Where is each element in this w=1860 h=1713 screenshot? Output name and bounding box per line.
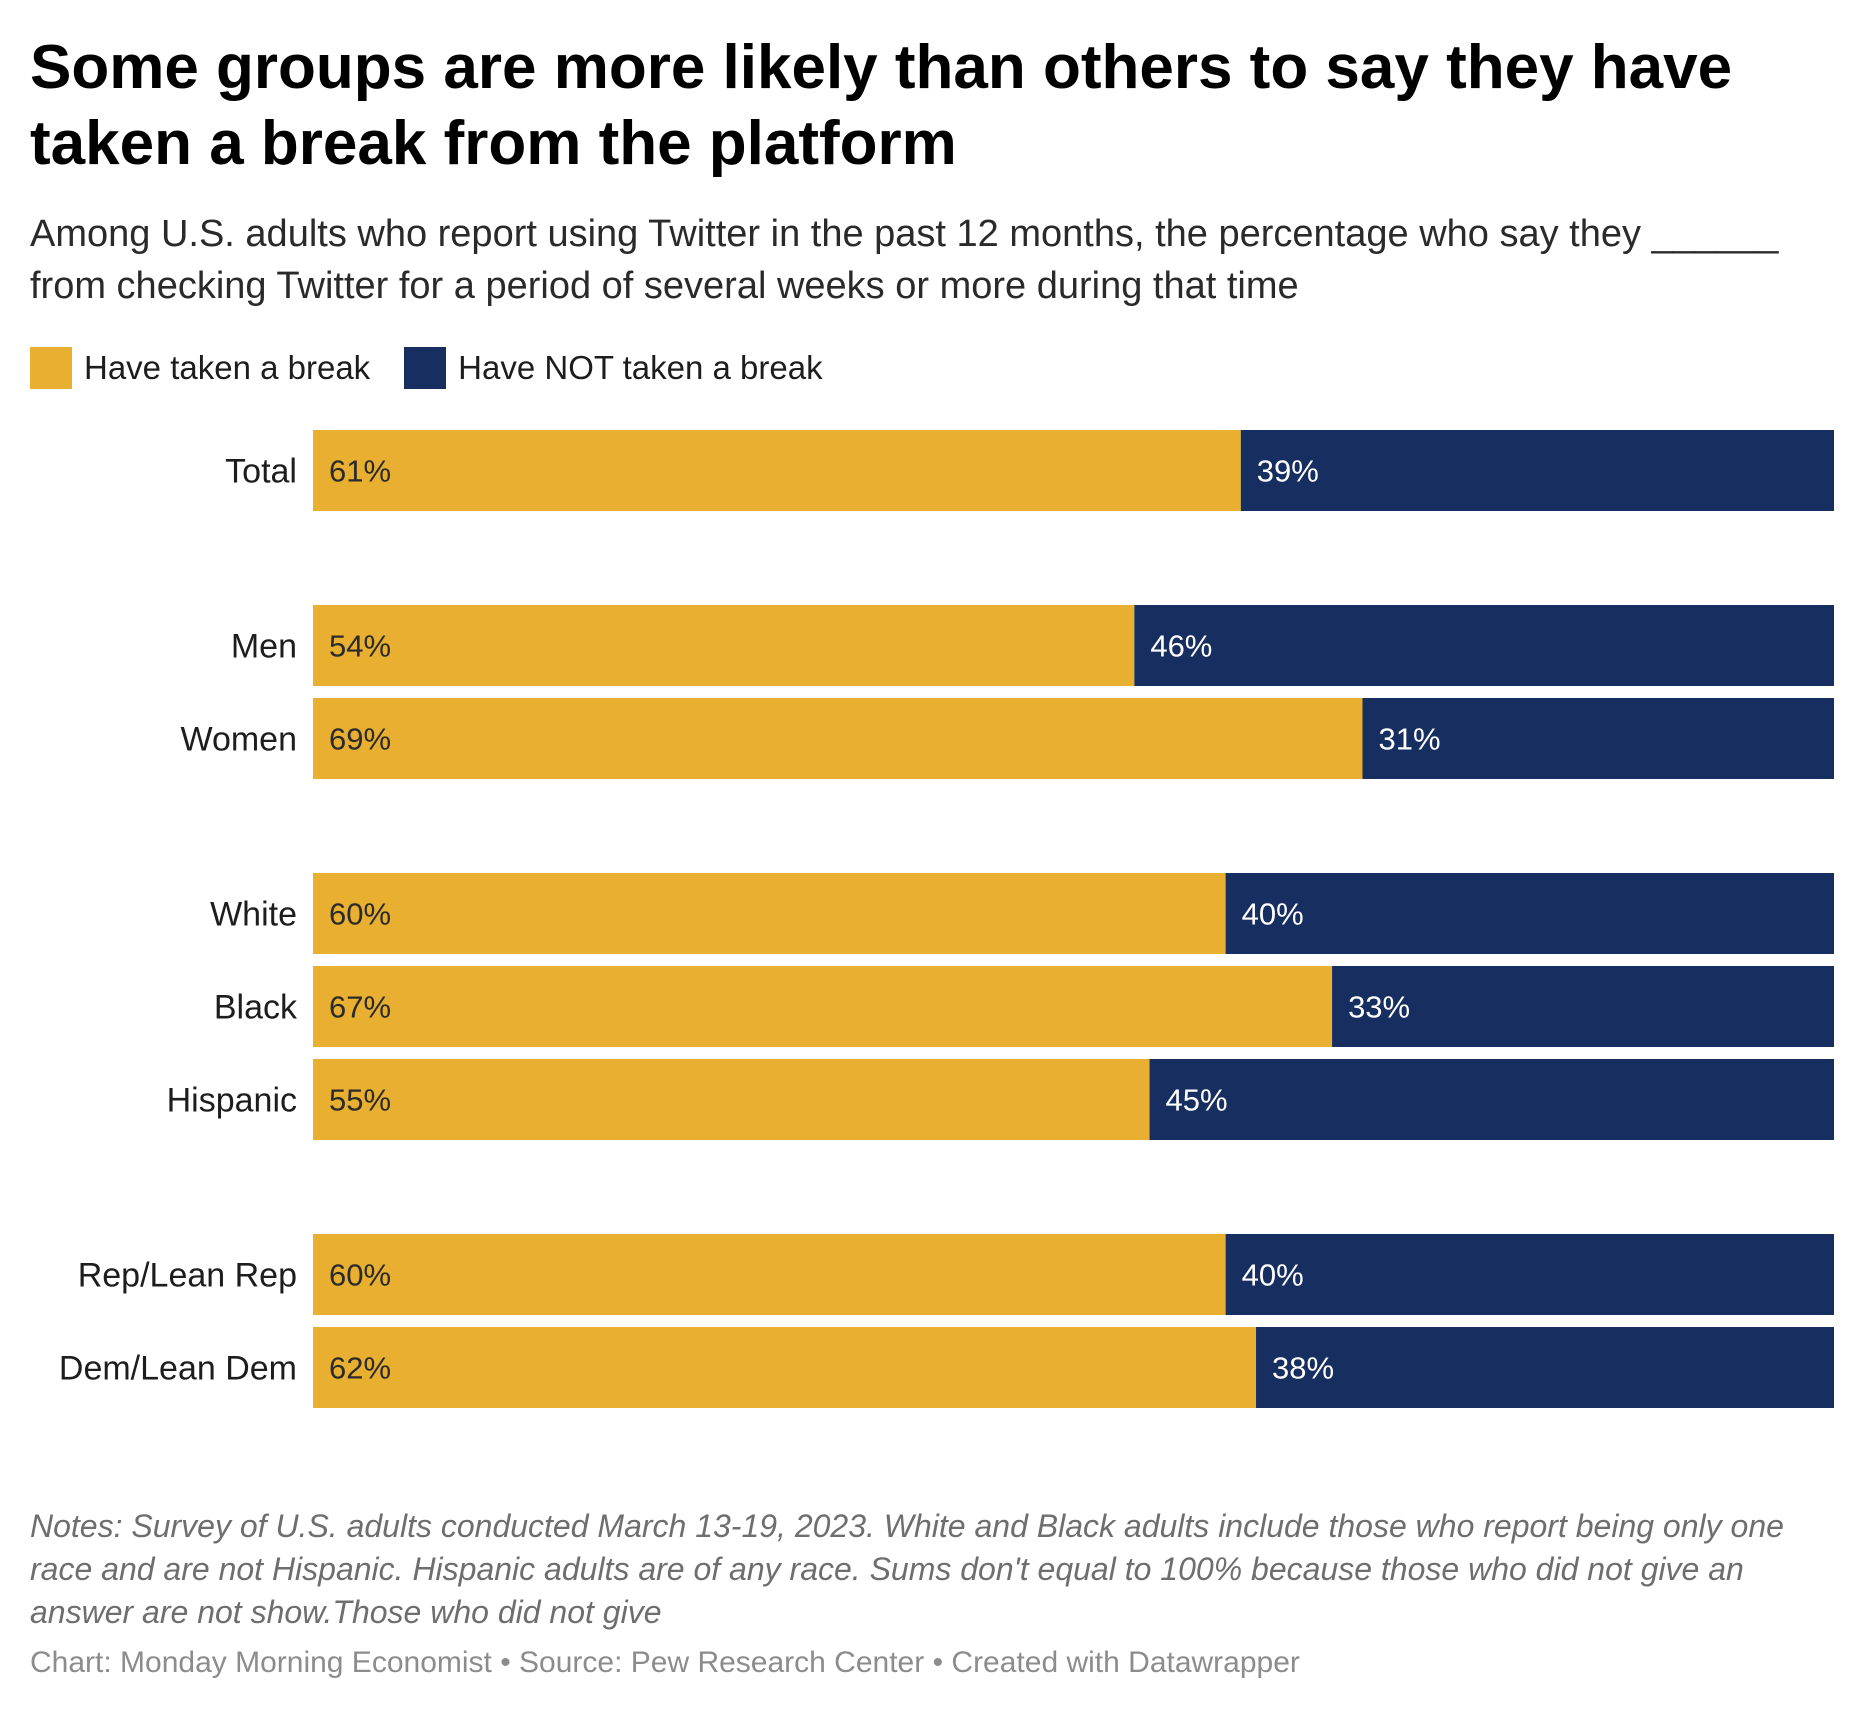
bar-dem-lean-dem-have-not-taken-a-break: [1256, 1327, 1834, 1408]
value-label-hispanic-have-taken-a-break: 55%: [329, 1083, 391, 1118]
chart-notes: Notes: Survey of U.S. adults conducted M…: [30, 1508, 1784, 1630]
chart-title: Some groups are more likely than others …: [30, 33, 1733, 178]
bar-black-have-not-taken-a-break: [1332, 966, 1834, 1047]
category-label-rep-lean-rep: Rep/Lean Rep: [78, 1257, 297, 1295]
value-label-rep-lean-rep-have-taken-a-break: 60%: [329, 1258, 391, 1293]
legend-label-not-taken-break: Have NOT taken a break: [458, 349, 823, 386]
value-label-white-have-not-taken-a-break: 40%: [1242, 897, 1304, 932]
value-label-men-have-taken-a-break: 54%: [329, 629, 391, 664]
value-label-dem-lean-dem-have-not-taken-a-break: 38%: [1272, 1351, 1334, 1386]
category-label-total: Total: [225, 453, 297, 491]
category-label-dem-lean-dem: Dem/Lean Dem: [59, 1350, 297, 1388]
chart-credits: Chart: Monday Morning Economist • Source…: [30, 1646, 1300, 1679]
value-label-hispanic-have-not-taken-a-break: 45%: [1166, 1083, 1228, 1118]
bar-dem-lean-dem-have-taken-a-break: [313, 1327, 1257, 1408]
legend: Have taken a break Have NOT taken a brea…: [30, 346, 857, 390]
bar-hispanic-have-taken-a-break: [313, 1059, 1150, 1140]
value-label-white-have-taken-a-break: 60%: [329, 897, 391, 932]
legend-swatch-not-taken-break: [404, 347, 447, 389]
value-label-men-have-not-taken-a-break: 46%: [1150, 629, 1212, 664]
bar-white-have-taken-a-break: [313, 873, 1226, 954]
category-label-women: Women: [180, 721, 297, 759]
legend-swatch-taken-break: [30, 347, 72, 389]
value-label-women-have-taken-a-break: 69%: [329, 722, 391, 757]
value-label-black-have-not-taken-a-break: 33%: [1348, 990, 1410, 1025]
bar-hispanic-have-not-taken-a-break: [1149, 1059, 1834, 1140]
chart-subtitle: Among U.S. adults who report using Twitt…: [30, 213, 1779, 307]
bar-rep-lean-rep-have-not-taken-a-break: [1225, 1234, 1834, 1315]
category-label-men: Men: [231, 628, 297, 666]
bar-total-have-not-taken-a-break: [1240, 430, 1834, 511]
category-label-black: Black: [214, 989, 298, 1027]
category-label-white: White: [210, 896, 297, 934]
bar-white-have-not-taken-a-break: [1225, 873, 1834, 954]
value-label-total-have-not-taken-a-break: 39%: [1257, 454, 1319, 489]
value-label-rep-lean-rep-have-not-taken-a-break: 40%: [1242, 1258, 1304, 1293]
value-label-total-have-taken-a-break: 61%: [329, 454, 391, 489]
bar-men-have-not-taken-a-break: [1134, 605, 1834, 686]
value-label-black-have-taken-a-break: 67%: [329, 990, 391, 1025]
bar-black-have-taken-a-break: [313, 966, 1333, 1047]
legend-label-taken-break: Have taken a break: [84, 349, 371, 386]
bar-total-have-taken-a-break: [313, 430, 1241, 511]
value-label-women-have-not-taken-a-break: 31%: [1378, 722, 1440, 757]
bar-women-have-taken-a-break: [313, 698, 1363, 779]
value-label-dem-lean-dem-have-taken-a-break: 62%: [329, 1351, 391, 1386]
bar-men-have-taken-a-break: [313, 605, 1135, 686]
bar-women-have-not-taken-a-break: [1362, 698, 1834, 779]
legend-item-taken-break: Have taken a break: [30, 347, 370, 389]
legend-item-not-taken-break: Have NOT taken a break: [404, 347, 823, 389]
bar-rep-lean-rep-have-taken-a-break: [313, 1234, 1226, 1315]
category-label-hispanic: Hispanic: [167, 1082, 297, 1120]
